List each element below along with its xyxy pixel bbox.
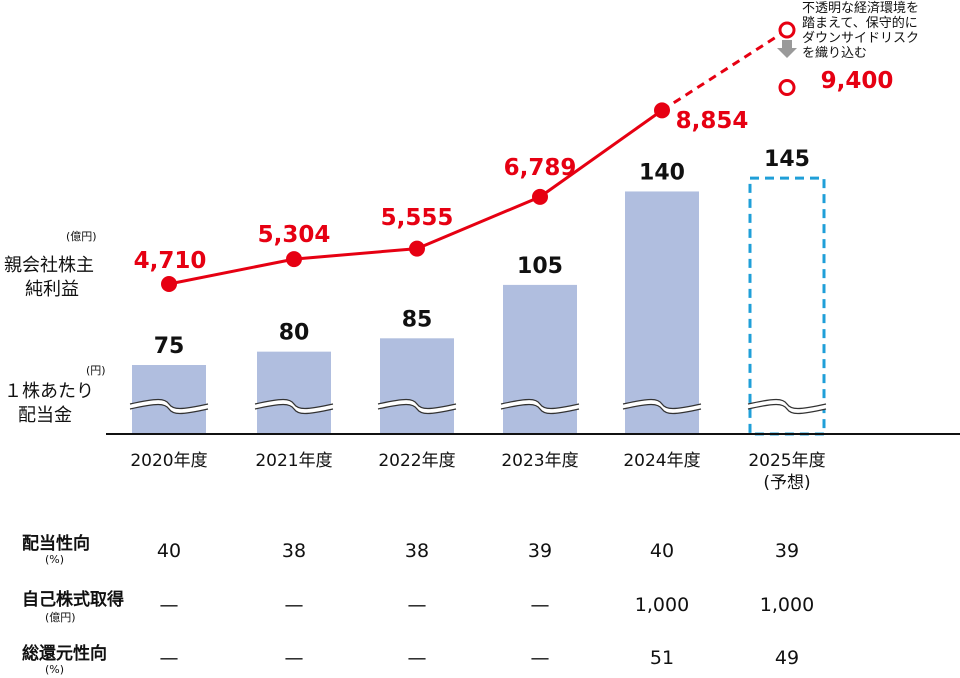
- profit-unit: (億円): [66, 230, 97, 243]
- axis-break-line: [129, 398, 209, 410]
- axis-break-gap: [378, 399, 456, 414]
- category-sub-label: (予想): [763, 473, 810, 493]
- dividend-value-label: 145: [764, 147, 810, 172]
- net-income-value-label: 6,789: [504, 155, 577, 181]
- axis-break-line: [377, 403, 457, 415]
- axis-break-line: [500, 403, 580, 415]
- total-return-label: 総還元性向: [22, 644, 107, 664]
- net-income-point: [161, 276, 177, 292]
- buyback-cell: —: [530, 594, 550, 616]
- buyback-unit: (億円): [45, 611, 76, 624]
- forecast-note-line: 踏まえて、保守的に: [802, 16, 918, 31]
- net-income-point: [409, 240, 425, 257]
- axis-break-gap: [130, 399, 208, 414]
- net-income-value-label: 4,710: [134, 248, 207, 274]
- axis-break-line: [377, 398, 457, 410]
- axis-break-line: [622, 398, 702, 410]
- category-label: 2025年度: [748, 451, 825, 471]
- buyback-cell: 1,000: [759, 594, 815, 616]
- dividend-bar: [380, 338, 454, 434]
- payout-ratio-label: 配当性向: [22, 534, 90, 554]
- net-income-value-label: 8,854: [676, 108, 749, 134]
- total-return-unit: (%): [45, 663, 65, 676]
- category-label: 2020年度: [130, 451, 207, 471]
- forecast-note-line: 不透明な経済環境を: [802, 1, 920, 16]
- forecast-bar: [748, 176, 826, 436]
- net-income-point: [286, 251, 302, 268]
- category-label: 2021年度: [255, 451, 332, 471]
- axis-break-gap: [501, 399, 579, 414]
- forecast-note: 不透明な経済環境を 踏まえて、保守的に ダウンサイドリスク を織り込む: [802, 1, 919, 61]
- payout-ratio-unit: (%): [45, 553, 65, 566]
- net-income-forecast-upper-point: [778, 21, 796, 39]
- category-label: 2024年度: [623, 451, 700, 471]
- axis-break-gap: [255, 399, 333, 414]
- axis-break-line: [129, 403, 209, 415]
- total-return-cell: 51: [649, 647, 675, 669]
- payout-ratio-cell: 38: [281, 540, 307, 562]
- dividend-bar: [132, 365, 206, 434]
- payout-ratio-cell: 38: [404, 540, 430, 562]
- dividend-label-line1: １株あたり: [4, 381, 94, 402]
- dividend-value-label: 140: [639, 160, 685, 185]
- axis-break-line: [622, 403, 702, 415]
- total-return-cell: —: [159, 647, 179, 669]
- axis-break-line: [254, 403, 334, 415]
- net-income-forecast-line: [661, 28, 788, 112]
- category-label: 2023年度: [501, 451, 578, 471]
- profit-label-line1: 親会社株主: [4, 255, 94, 276]
- dividend-unit: (円): [86, 364, 106, 377]
- dividend-bar: [625, 191, 699, 434]
- dividend-value-label: 80: [279, 321, 310, 346]
- net-income-value-label: 5,304: [258, 222, 331, 248]
- category-label: 2022年度: [378, 451, 455, 471]
- axis-break-line: [747, 398, 827, 410]
- buyback-cell: —: [407, 594, 427, 616]
- axis-break-gap: [748, 399, 826, 414]
- axis-break-line: [500, 398, 580, 410]
- buyback-cell: —: [159, 594, 179, 616]
- payout-ratio-cell: 39: [774, 540, 800, 562]
- net-income-point: [654, 102, 670, 119]
- axis-break-line: [747, 403, 827, 415]
- forecast-note-line: ダウンサイドリスク: [802, 31, 920, 46]
- net-income-point: [532, 188, 548, 205]
- total-return-cell: —: [284, 647, 304, 669]
- forecast-note-line: を織り込む: [802, 46, 868, 61]
- axis-break-line: [254, 398, 334, 410]
- dividend-bar: [257, 351, 331, 434]
- dividend-label-line2: 配当金: [18, 405, 72, 426]
- dividend-profit-chart: 75 80 85 105 140 145 4,710 5,304 5,555 6,789 8,854…: [106, 21, 960, 493]
- buyback-cell: —: [284, 594, 304, 616]
- payout-ratio-cell: 40: [649, 540, 675, 562]
- payout-ratio-cell: 40: [156, 540, 182, 562]
- dividend-value-label: 85: [402, 307, 433, 332]
- dividend-value-label: 105: [517, 254, 563, 279]
- buyback-cell: 1,000: [634, 594, 690, 616]
- net-income-line: [168, 109, 663, 286]
- total-return-cell: 49: [774, 647, 800, 669]
- payout-ratio-cell: 39: [527, 540, 553, 562]
- net-income-value-label: 9,400: [821, 68, 894, 94]
- axis-break-gap: [623, 399, 701, 414]
- total-return-cell: —: [530, 647, 550, 669]
- dividend-value-label: 75: [154, 334, 185, 359]
- net-income-forecast-point: [778, 78, 796, 96]
- buyback-label: 自己株式取得: [22, 590, 124, 610]
- total-return-cell: —: [407, 647, 427, 669]
- profit-label-line2: 純利益: [25, 279, 79, 300]
- downside-arrow-icon: [777, 40, 797, 58]
- net-income-value-label: 5,555: [381, 205, 454, 231]
